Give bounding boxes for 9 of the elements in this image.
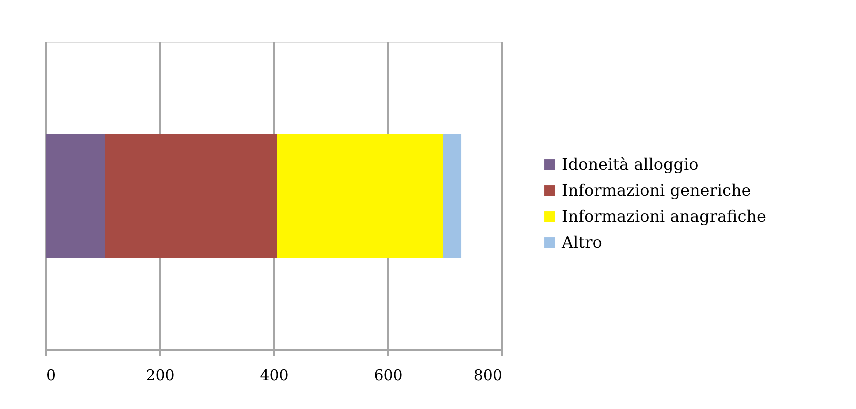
x-tick-label: 0 xyxy=(46,366,56,384)
x-tick-label: 600 xyxy=(374,366,403,384)
x-tick-label: 800 xyxy=(474,366,502,384)
legend-label: Informazioni generiche xyxy=(562,181,752,200)
legend-label: Altro xyxy=(561,233,602,252)
x-tick-label: 200 xyxy=(146,366,175,384)
legend-label: Informazioni anagrafiche xyxy=(562,207,766,226)
legend-label: Idoneità alloggio xyxy=(562,155,699,174)
x-tick-label: 400 xyxy=(260,366,289,384)
